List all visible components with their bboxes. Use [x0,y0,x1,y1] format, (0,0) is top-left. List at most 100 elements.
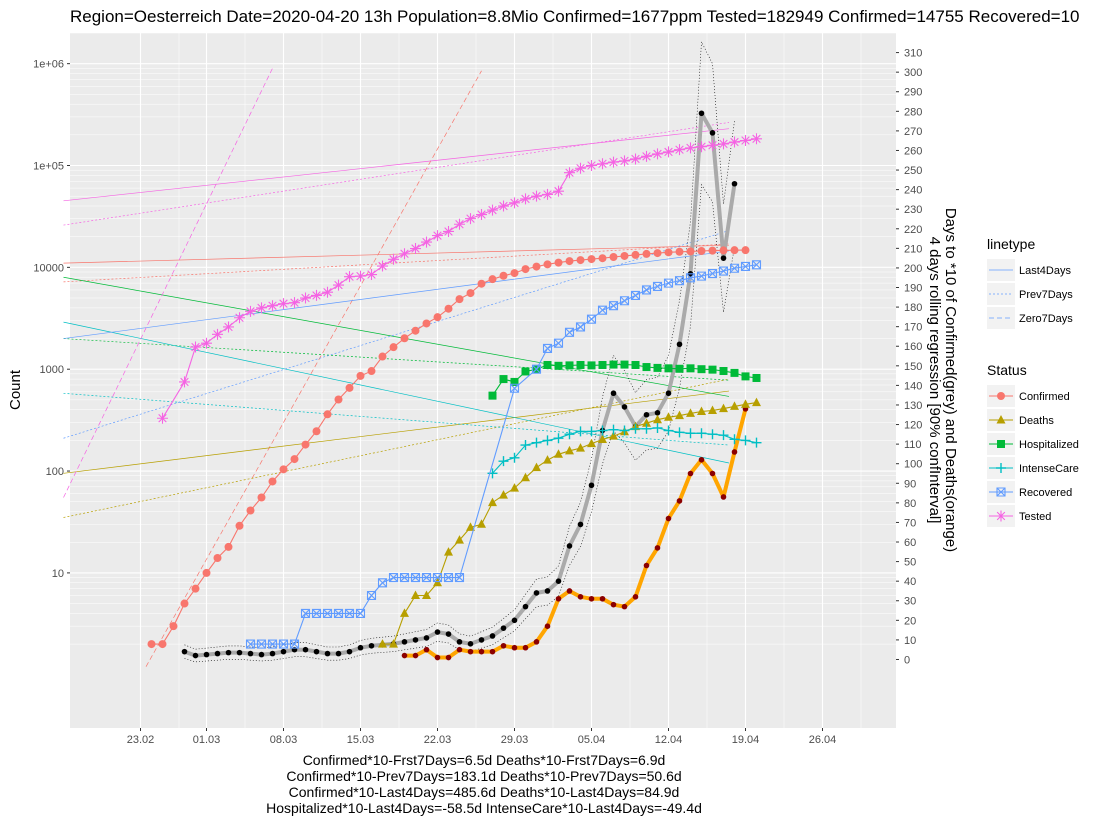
deaths-days-to-x10-point [654,545,661,551]
deaths-days-to-x10-point [643,562,650,569]
point-deaths [730,401,739,410]
x-tick-label: 08.03 [270,734,298,746]
point-tested [520,193,531,205]
confirmed-days-to-x10-point [566,543,573,549]
y2-tick-label: 300 [904,67,922,79]
x-tick-label: 23.02 [127,734,155,746]
point-recovered [300,608,311,618]
point-intensecare [729,434,740,445]
point-confirmed [477,279,486,288]
point-tested [234,312,245,324]
point-intensecare [707,429,718,440]
point-tested [245,305,256,317]
point-confirmed [543,260,552,269]
point-intensecare [542,435,553,446]
x-axis-captions: Confirmed*10-Frst7Days=6.5d Deaths*10-Fr… [266,752,702,816]
point-deaths [653,414,662,424]
point-tested [388,253,399,265]
plot-panel [70,33,896,728]
point-confirmed [202,568,211,577]
confirmed-days-to-x10-point [412,637,419,643]
deaths-days-to-x10-point [544,623,551,629]
point-confirmed [741,246,750,255]
point-deaths [554,449,563,458]
point-confirmed [312,427,321,436]
point-deaths [400,608,409,617]
legend-label-tested: Tested [1019,511,1051,523]
point-deaths [708,405,717,415]
point-tested [256,302,267,314]
point-recovered [553,338,564,348]
deaths-days-to-x10-point [467,648,474,655]
point-recovered [256,639,267,649]
point-hospitalized [730,368,739,377]
y2-axis-label-line-2: 4 days rolling regression [90% confInter… [926,237,943,524]
trend-line-deaths-last4days [63,390,730,474]
confirmed-days-to-x10-point [610,390,617,397]
y2-tick-label: 280 [904,106,922,118]
y-tick-label: 1e+06 [33,59,64,71]
point-confirmed [345,383,354,392]
point-deaths [576,443,585,452]
legend-label-deaths: Deaths [1019,415,1054,427]
legend-label-hospitalized: Hospitalized [1019,439,1079,451]
deaths-days-to-x10-point [566,588,573,594]
confidence-interval-upper [184,40,735,650]
point-confirmed [708,246,717,255]
confirmed-days-to-x10-point [698,110,705,117]
y2-tick-label: 130 [904,400,922,412]
point-confirmed [422,319,431,328]
point-recovered [663,278,674,288]
legend-status-items: Confirmed Deaths Hospitalized IntenseCare Re… [987,385,1079,527]
point-tested [201,337,212,349]
confirmed-days-to-x10-point [577,521,584,528]
deaths-days-to-x10-point [555,595,562,602]
deaths-days-to-x10-point [533,639,540,645]
point-deaths [675,410,684,420]
point-tested [344,271,355,283]
point-intensecare [597,425,608,436]
point-deaths [719,403,728,413]
point-confirmed [642,249,651,258]
confirmed-days-to-x10-point [258,651,265,658]
confirmed-days-to-x10-point [434,629,441,635]
y2-tick-label: 260 [904,145,922,157]
deaths-days-to-x10-point [412,652,419,659]
point-hospitalized [565,361,574,370]
y2-tick-label: 90 [904,478,916,490]
point-hospitalized [741,372,750,381]
deaths-days-to-x10-point [731,449,738,455]
series-intensecare [487,422,762,479]
point-recovered [685,273,696,283]
legend-marker-deaths [996,415,1006,424]
point-confirmed [576,256,585,265]
deaths-days-to-x10-point [698,456,705,463]
point-tested [608,156,619,168]
point-intensecare [564,429,575,440]
point-confirmed [334,395,343,404]
point-recovered [366,590,377,601]
confirmed-days-to-x10-point [643,411,650,418]
point-tested [652,148,663,160]
point-recovered [245,639,256,649]
point-hospitalized [719,367,728,376]
point-tested [597,158,608,170]
point-recovered [421,573,432,583]
confirmed-days-to-x10-point [445,631,452,637]
point-recovered [641,285,652,295]
point-recovered [729,263,740,273]
point-tested [454,218,465,230]
point-hospitalized [609,360,618,369]
x-tick-label: 26.04 [809,734,837,746]
point-hospitalized [631,360,640,369]
point-confirmed [367,367,376,376]
point-recovered [740,261,751,272]
deaths-days-to-x10-point [489,648,496,655]
y2-tick-label: 120 [904,420,922,432]
point-confirmed [521,265,530,274]
deaths-days-to-x10-point [709,470,716,477]
confirmed-days-to-x10-point [478,637,485,643]
point-deaths [378,639,387,648]
point-deaths [499,490,508,499]
point-recovered [586,314,597,324]
